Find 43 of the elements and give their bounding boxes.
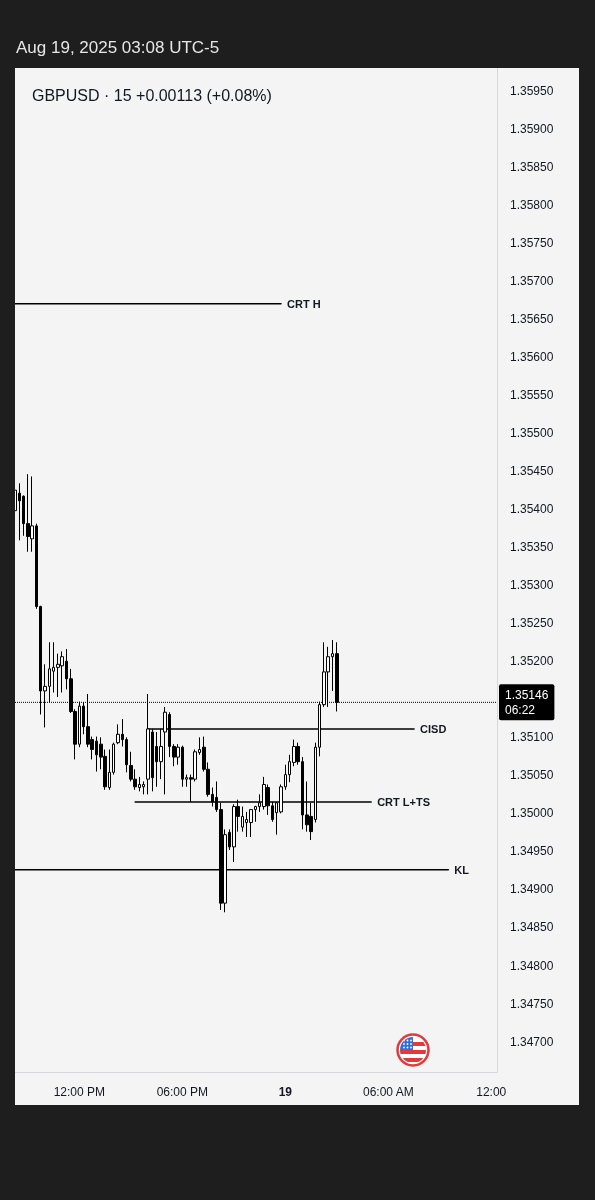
candlestick: [142, 780, 145, 795]
text: Aug 19, 2025 03:08 UTC-5: [16, 37, 220, 59]
y-tick-label: 1.35300: [510, 578, 554, 593]
ref-line-label: 1.35146 06:22: [505, 687, 549, 717]
y-tick-label: 1.35550: [510, 388, 554, 403]
y-tick-label: 1.35350: [510, 540, 554, 555]
y-tick-label: 1.34850: [510, 920, 554, 935]
x-tick-label: 12:00: [476, 1085, 507, 1099]
series-label: KL: [454, 863, 470, 876]
y-tick-label: 1.35450: [510, 464, 554, 479]
candlestick: [18, 482, 21, 541]
series-label: CRT H: [287, 297, 321, 310]
y-tick-label: 1.35200: [510, 654, 554, 669]
y-tick-label: 1.34750: [510, 996, 554, 1011]
y-tick-label: 1.35400: [510, 502, 554, 517]
candlestick: [60, 650, 64, 693]
candlestick: [116, 723, 120, 745]
y-tick-label: 1.34950: [510, 844, 554, 859]
y-tick-label: 1.35050: [510, 768, 554, 783]
x-tick-label: 19: [278, 1085, 293, 1099]
y-tick-label: 1.35600: [510, 350, 554, 365]
y-tick-label: 1.35850: [510, 159, 554, 174]
y-tick-label: 1.35650: [510, 312, 554, 326]
y-tick-label: 1.35700: [510, 273, 554, 288]
y-tick-label: 1.35950: [510, 83, 554, 98]
y-tick-label: 1.35100: [510, 730, 554, 745]
y-tick-label: 1.34900: [510, 882, 554, 897]
y-tick-label: 1.34700: [510, 1034, 554, 1049]
text: GBPUSD · 15 +0.00113 (+0.08%): [32, 86, 272, 104]
y-tick-label: 1.34800: [510, 958, 554, 973]
series-label: CRT L+TS: [377, 795, 431, 808]
x-tick-label: 06:00 PM: [156, 1085, 209, 1099]
candlestick: [26, 473, 30, 553]
y-tick-label: 1.35000: [510, 806, 554, 821]
y-tick-label: 1.35500: [510, 426, 554, 441]
x-tick-label: 12:00 PM: [53, 1085, 106, 1099]
y-tick-label: 1.35900: [510, 121, 554, 136]
candlestick: [249, 809, 253, 838]
y-tick-label: 1.35800: [510, 197, 554, 212]
y-tick-label: 1.35750: [510, 235, 554, 250]
x-tick-label: 06:00 AM: [362, 1085, 414, 1099]
series-label: CISD: [420, 722, 447, 735]
y-tick-label: 1.35250: [510, 616, 554, 631]
